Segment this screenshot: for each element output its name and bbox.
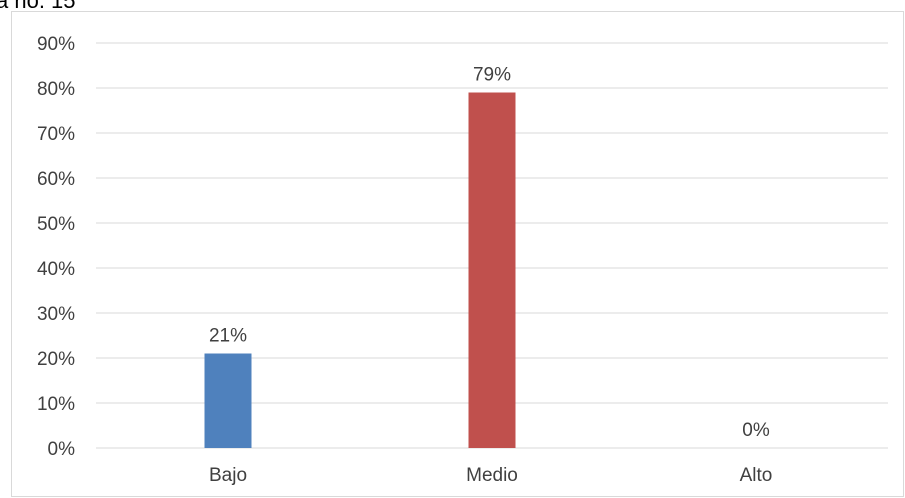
bars xyxy=(204,92,516,448)
y-tick-label: 0% xyxy=(48,439,76,460)
chart-caption: a no. 15 xyxy=(0,0,76,13)
x-category-label-bajo: Bajo xyxy=(209,465,247,486)
y-tick-label: 70% xyxy=(37,124,75,145)
y-tick-label: 10% xyxy=(37,394,75,415)
y-tick-label: 20% xyxy=(37,349,75,370)
bar-bajo xyxy=(204,353,252,448)
data-label-alto: 0% xyxy=(742,420,770,441)
bar-medio xyxy=(468,92,516,448)
data-label-bajo: 21% xyxy=(209,326,247,347)
y-tick-label: 40% xyxy=(37,259,75,280)
y-tick-label: 50% xyxy=(37,214,75,235)
chart-frame xyxy=(11,11,904,497)
x-axis-category-labels: Bajo Medio Alto xyxy=(209,465,772,486)
y-tick-label: 60% xyxy=(37,169,75,190)
x-category-label-medio: Medio xyxy=(466,465,518,486)
data-labels: 21% 79% 0% xyxy=(209,65,770,442)
x-category-label-alto: Alto xyxy=(740,465,773,486)
y-tick-label: 80% xyxy=(37,79,75,100)
y-axis-tick-labels: 0% 10% 20% 30% 40% 50% 60% 70% 80% 90% xyxy=(37,34,75,460)
y-tick-label: 30% xyxy=(37,304,75,325)
data-label-medio: 79% xyxy=(473,65,511,86)
y-tick-label: 90% xyxy=(37,34,75,55)
